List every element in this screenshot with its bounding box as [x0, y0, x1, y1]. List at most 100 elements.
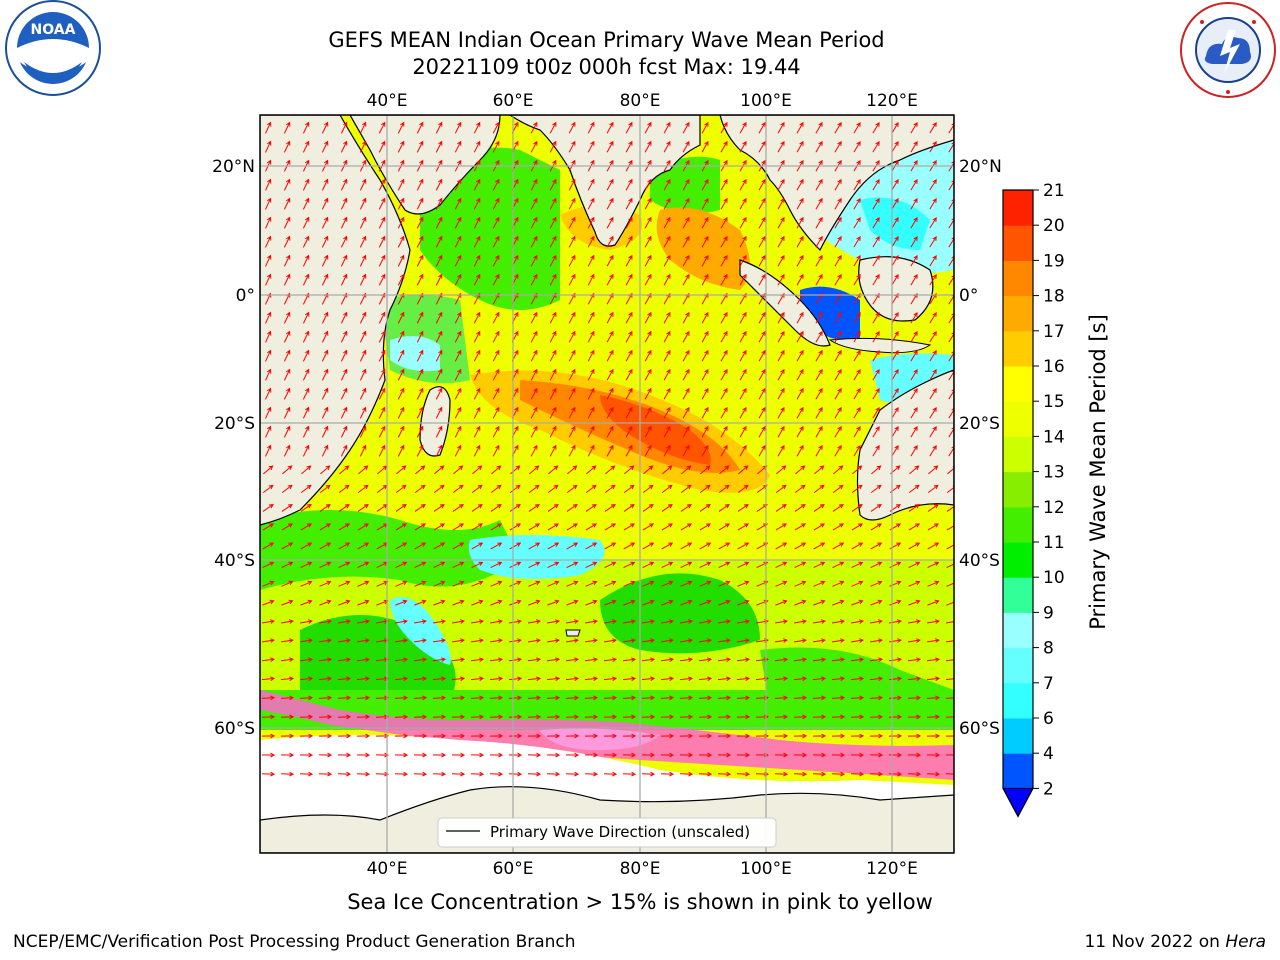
wave-direction-arrow: [454, 178, 462, 191]
wave-direction-arrow: [473, 197, 481, 210]
wave-direction-arrow: [357, 619, 370, 624]
wave-direction-arrow: [489, 752, 504, 758]
wave-direction-arrow: [548, 465, 559, 475]
wave-direction-arrow: [717, 695, 732, 701]
wave-direction-arrow: [301, 465, 312, 475]
wave-direction-arrow: [834, 140, 842, 153]
wave-direction-arrow: [832, 599, 845, 606]
wave-direction-arrow: [587, 349, 595, 362]
wave-direction-arrow: [682, 444, 690, 457]
wave-direction-arrow: [261, 657, 276, 663]
wave-direction-arrow: [910, 273, 918, 286]
wave-direction-arrow: [680, 580, 693, 587]
colorbar-tick-label: 7: [1043, 674, 1054, 694]
wave-direction-arrow: [832, 504, 844, 512]
wave-direction-arrow: [851, 599, 864, 606]
wave-direction-arrow: [508, 657, 523, 663]
wave-direction-arrow: [812, 771, 827, 777]
wave-direction-arrow: [644, 330, 652, 343]
wave-direction-arrow: [547, 561, 560, 569]
wave-direction-arrow: [319, 580, 332, 587]
wave-direction-arrow: [660, 752, 675, 758]
wave-direction-arrow: [948, 351, 954, 362]
wave-direction-arrow: [283, 425, 291, 438]
wave-direction-arrow: [546, 695, 561, 701]
wave-direction-arrow: [394, 733, 409, 739]
wave-direction-arrow: [435, 444, 443, 457]
wave-direction-arrow: [471, 561, 484, 569]
wave-direction-arrow: [815, 406, 823, 419]
wave-direction-arrow: [663, 273, 671, 286]
wave-direction-arrow: [663, 216, 671, 229]
wave-direction-arrow: [490, 638, 503, 643]
wave-direction-arrow: [585, 504, 597, 512]
wave-direction-arrow: [891, 311, 899, 324]
wave-direction-arrow: [489, 676, 504, 682]
wave-direction-arrow: [663, 197, 671, 210]
wave-direction-arrow: [378, 368, 386, 381]
lon-labels-bottom: 40°E 60°E 80°E 100°E 120°E: [367, 859, 918, 879]
wave-direction-arrow: [396, 465, 407, 475]
wave-direction-arrow: [701, 178, 709, 191]
wave-direction-arrow: [718, 619, 731, 624]
wave-direction-arrow: [509, 561, 522, 569]
wave-direction-arrow: [454, 254, 462, 267]
wave-direction-arrow: [910, 197, 918, 210]
wave-direction-arrow: [718, 580, 731, 587]
wave-direction-arrow: [397, 330, 405, 343]
wave-direction-arrow: [530, 425, 538, 438]
wave-direction-arrow: [338, 619, 351, 624]
wave-direction-arrow: [701, 197, 709, 210]
wave-direction-arrow: [853, 369, 861, 381]
wave-direction-arrow: [568, 406, 576, 419]
wave-direction-arrow: [720, 178, 728, 191]
wave-direction-arrow: [720, 330, 728, 343]
wave-direction-arrow: [549, 254, 557, 267]
wave-direction-arrow: [261, 714, 276, 720]
wave-direction-arrow: [473, 121, 481, 134]
lat-label: 40°S: [959, 551, 1000, 571]
wave-direction-arrow: [663, 311, 671, 324]
wave-direction-arrow: [623, 484, 635, 493]
wave-direction-arrow: [870, 599, 883, 606]
wave-direction-arrow: [625, 425, 633, 438]
wave-direction-arrow: [283, 273, 291, 286]
wave-direction-arrow: [777, 387, 785, 400]
wave-direction-arrow: [644, 178, 652, 191]
wave-direction-arrow: [378, 444, 386, 457]
lon-label: 100°E: [740, 91, 792, 111]
wave-direction-arrow: [262, 599, 275, 606]
wave-direction-arrow: [356, 771, 371, 777]
wave-direction-arrow: [774, 733, 789, 739]
wave-direction-arrow: [302, 406, 310, 419]
wave-direction-arrow: [321, 311, 329, 324]
wave-direction-arrow: [357, 599, 370, 606]
wave-direction-arrow: [625, 349, 633, 362]
wave-direction-arrow: [359, 235, 367, 248]
wave-direction-arrow: [699, 484, 711, 493]
wave-direction-arrow: [660, 733, 675, 739]
wave-direction-arrow: [889, 599, 902, 606]
colorbar-tick-label: 16: [1043, 357, 1065, 377]
lat-labels-left: 20°N 0° 20°S 40°S 60°S: [212, 157, 255, 739]
wave-direction-arrow: [261, 676, 276, 682]
wave-direction-arrow: [585, 523, 598, 531]
wave-direction-arrow: [375, 752, 390, 758]
wave-direction-arrow: [492, 121, 500, 134]
wave-direction-arrow: [701, 311, 709, 324]
wave-direction-arrow: [758, 121, 766, 134]
wave-direction-arrow: [833, 465, 844, 475]
wave-direction-arrow: [432, 714, 447, 720]
wave-direction-arrow: [680, 619, 693, 624]
wave-direction-arrow: [682, 140, 690, 153]
wave-direction-arrow: [660, 714, 675, 720]
wave-direction-arrow: [720, 444, 728, 457]
wave-direction-arrow: [910, 121, 918, 134]
wave-direction-arrow: [340, 178, 348, 191]
wave-direction-arrow: [642, 504, 654, 512]
wave-direction-arrow: [413, 657, 428, 663]
wave-direction-arrow: [262, 542, 275, 550]
wave-direction-arrow: [509, 638, 522, 643]
wave-direction-arrow: [413, 771, 428, 777]
wave-direction-arrow: [320, 465, 331, 475]
